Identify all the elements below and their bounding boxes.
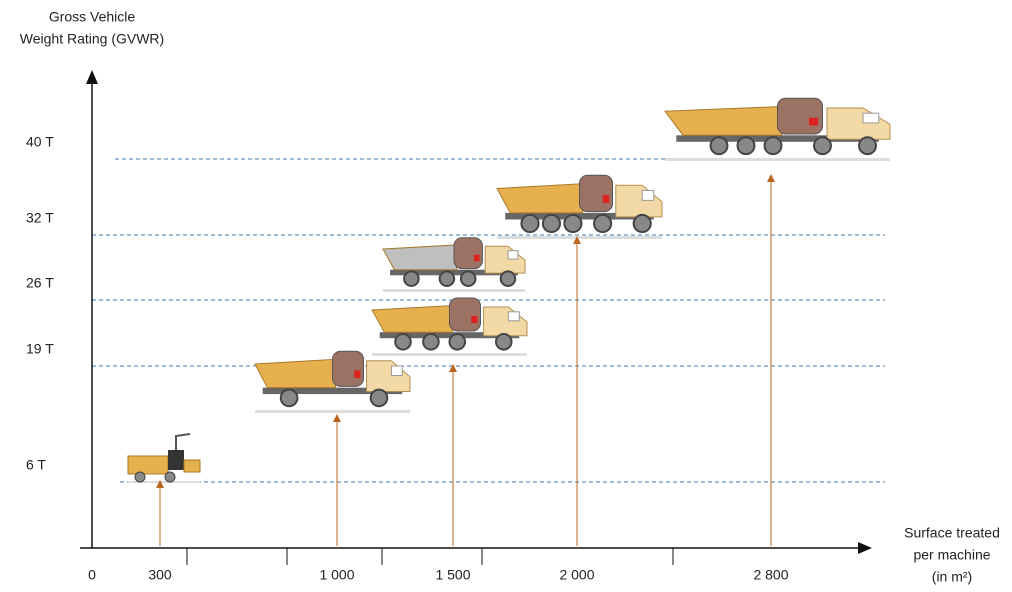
x-tick-label: 300 <box>148 567 172 583</box>
ground <box>255 410 410 413</box>
wheel <box>369 388 389 408</box>
vehicle <box>496 174 663 239</box>
wheel <box>736 136 756 156</box>
wheel <box>494 333 513 351</box>
wheel <box>593 213 613 234</box>
wheel <box>438 270 456 287</box>
equipment <box>809 117 818 126</box>
x-arrow <box>858 542 872 554</box>
y-label: Weight Rating (GVWR) <box>20 31 164 47</box>
body <box>664 106 783 136</box>
front <box>183 459 201 473</box>
ground <box>372 353 527 356</box>
equipment <box>354 370 361 379</box>
wheel <box>459 270 477 287</box>
wheel <box>763 136 783 156</box>
wheel <box>448 333 467 351</box>
y-label: Gross Vehicle <box>49 9 136 25</box>
vehicle <box>127 433 201 483</box>
x-tick-label: 1 000 <box>319 567 354 583</box>
wheel <box>541 213 562 234</box>
frame <box>175 433 191 450</box>
vehicle <box>254 350 411 413</box>
y-level-label: 26 T <box>26 275 54 291</box>
x-tick-label: 1 500 <box>435 567 470 583</box>
cab <box>483 306 528 337</box>
y-level-label: 32 T <box>26 210 54 226</box>
x-label: Surface treated <box>904 525 1000 541</box>
wheel <box>279 388 299 408</box>
x-tick-label: 2 800 <box>753 567 788 583</box>
chassis <box>390 269 518 276</box>
wheel <box>813 136 832 156</box>
tank <box>777 97 823 135</box>
body <box>496 183 584 214</box>
cab <box>826 107 891 140</box>
x-label: per machine <box>913 547 990 563</box>
vehicle <box>382 237 526 292</box>
cab <box>484 245 526 274</box>
seat <box>168 450 184 470</box>
equipment <box>602 195 610 204</box>
wheel <box>164 471 176 483</box>
y-level-label: 40 T <box>26 134 54 150</box>
body <box>382 244 458 271</box>
tank <box>449 297 481 332</box>
chassis <box>505 212 654 220</box>
layer <box>92 97 891 483</box>
wheel <box>520 213 540 234</box>
wheel <box>709 136 729 156</box>
equipment <box>473 254 480 262</box>
ground <box>383 289 525 292</box>
wheel <box>394 333 412 351</box>
body <box>127 455 169 475</box>
body <box>254 358 337 389</box>
y-arrow <box>86 70 98 84</box>
window <box>507 250 519 260</box>
x-label: (in m²) <box>932 569 972 585</box>
vehicle <box>664 97 891 161</box>
ground <box>665 158 890 161</box>
tank <box>579 174 613 213</box>
wheel <box>499 270 517 287</box>
body <box>371 305 454 333</box>
wheel <box>403 270 420 287</box>
wheel <box>422 333 440 351</box>
x-tick-label: 2 000 <box>559 567 594 583</box>
x-tick-label: 0 <box>88 567 96 583</box>
y-level-label: 19 T <box>26 341 54 357</box>
wheel <box>563 213 583 234</box>
window <box>507 311 520 322</box>
ground <box>128 481 200 483</box>
wheel <box>134 471 146 483</box>
window <box>641 189 655 201</box>
ground <box>497 236 662 239</box>
tank <box>332 350 364 387</box>
window <box>862 112 880 124</box>
y-level-label: 6 T <box>26 457 46 473</box>
vehicle <box>371 297 528 356</box>
window <box>390 365 403 377</box>
wheel <box>632 213 652 234</box>
cab <box>366 360 411 393</box>
chassis <box>262 387 403 395</box>
cab <box>615 184 663 218</box>
tank <box>453 237 483 270</box>
equipment <box>471 316 478 324</box>
wheel <box>858 136 877 156</box>
chassis <box>379 332 520 339</box>
